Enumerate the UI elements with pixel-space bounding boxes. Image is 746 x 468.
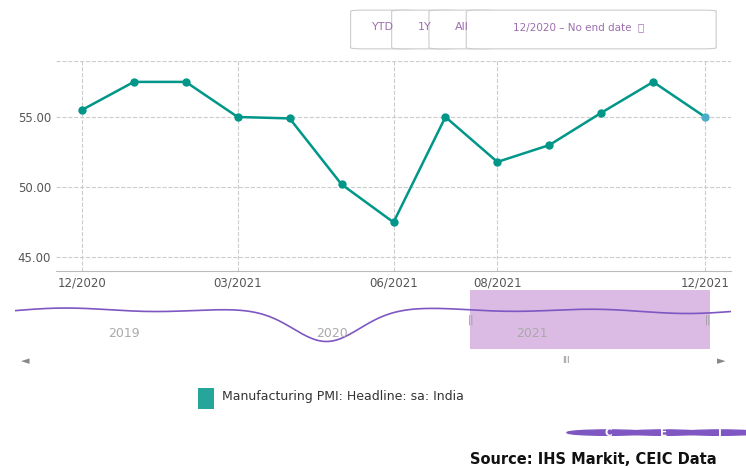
Text: III: III bbox=[562, 356, 570, 366]
Circle shape bbox=[679, 430, 746, 435]
Text: ||: || bbox=[705, 314, 712, 325]
Text: ►: ► bbox=[717, 356, 725, 366]
Text: 2020: 2020 bbox=[316, 327, 348, 340]
Bar bbox=[198, 388, 214, 409]
Text: 2019: 2019 bbox=[108, 327, 140, 340]
Circle shape bbox=[735, 430, 746, 435]
Text: 1Y: 1Y bbox=[418, 22, 431, 32]
Text: 12/2020 – No end date  📅: 12/2020 – No end date 📅 bbox=[513, 22, 644, 32]
FancyBboxPatch shape bbox=[392, 10, 457, 49]
Text: Manufacturing PMI: Headline: sa: India: Manufacturing PMI: Headline: sa: India bbox=[222, 390, 463, 403]
Text: E: E bbox=[660, 428, 668, 438]
Circle shape bbox=[567, 430, 649, 435]
FancyBboxPatch shape bbox=[351, 10, 416, 49]
Text: ◄: ◄ bbox=[21, 356, 29, 366]
Text: All: All bbox=[455, 22, 468, 32]
Text: YTD: YTD bbox=[372, 22, 395, 32]
Text: I: I bbox=[718, 428, 722, 438]
Circle shape bbox=[623, 430, 705, 435]
Bar bbox=[470, 290, 709, 349]
FancyBboxPatch shape bbox=[466, 10, 716, 49]
FancyBboxPatch shape bbox=[429, 10, 495, 49]
Text: 2021: 2021 bbox=[516, 327, 548, 340]
Text: C: C bbox=[604, 428, 612, 438]
Text: ||: || bbox=[468, 314, 474, 325]
Text: Source: IHS Markit, CEIC Data: Source: IHS Markit, CEIC Data bbox=[470, 452, 716, 467]
